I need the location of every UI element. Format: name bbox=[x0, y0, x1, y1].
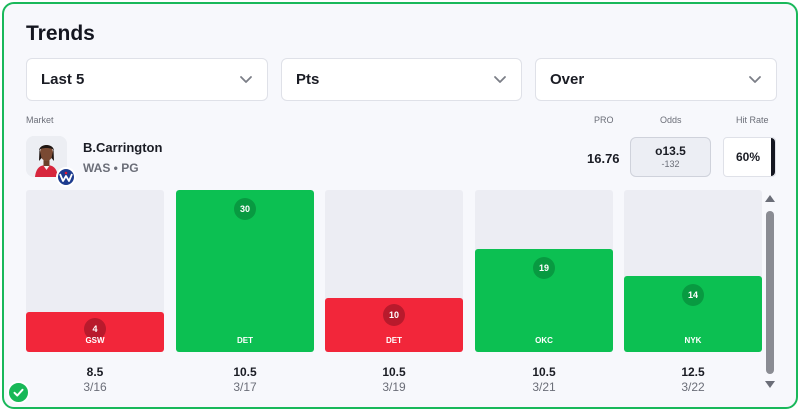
odds-line: o13.5 bbox=[655, 144, 686, 158]
player-name: B.Carrington bbox=[83, 140, 163, 155]
side-dropdown[interactable]: Over bbox=[535, 58, 777, 101]
bar-over: 19 OKC bbox=[475, 249, 613, 352]
bar-column[interactable]: 10 DET bbox=[325, 190, 463, 352]
games-dropdown-value: Last 5 bbox=[41, 71, 85, 88]
player-headshot-icon bbox=[26, 136, 67, 177]
market-header: Market bbox=[26, 115, 54, 125]
bar-value-label: 4 bbox=[84, 318, 106, 340]
scroll-up-arrow-icon[interactable] bbox=[765, 195, 775, 202]
tick-line-label: 10.5 bbox=[382, 365, 406, 379]
scrollbar-thumb[interactable] bbox=[766, 211, 774, 374]
bar-opponent-label: DET bbox=[386, 336, 402, 345]
bar-value-label: 30 bbox=[234, 198, 256, 220]
bar-over: 30 DET bbox=[176, 190, 314, 352]
player-team-position: WAS • PG bbox=[83, 161, 139, 175]
bar-under: 10 DET bbox=[325, 298, 463, 352]
tick-date-label: 3/19 bbox=[382, 380, 406, 394]
tick-line-label: 10.5 bbox=[532, 365, 556, 379]
bar-over: 14 NYK bbox=[624, 276, 762, 352]
pro-header: PRO bbox=[594, 115, 614, 125]
stat-dropdown[interactable]: Pts bbox=[281, 58, 522, 101]
bar-opponent-label: DET bbox=[237, 336, 253, 345]
scroll-down-arrow-icon[interactable] bbox=[765, 381, 775, 388]
hit-rate-indicator bbox=[771, 138, 775, 176]
trends-chart: 4 GSW 8.5 3/16 30 DET 10.5 3/17 10 DET 10.5 3/19 19 O… bbox=[4, 4, 764, 407]
tick-date-label: 3/22 bbox=[681, 380, 705, 394]
bar-column[interactable]: 4 GSW bbox=[26, 190, 164, 352]
check-circle-icon bbox=[7, 381, 30, 404]
hit-rate-value: 60% bbox=[736, 150, 761, 164]
bar-column[interactable]: 19 OKC bbox=[475, 190, 613, 352]
bar-value-label: 19 bbox=[533, 257, 555, 279]
tick-line-label: 10.5 bbox=[233, 365, 257, 379]
chevron-down-icon bbox=[749, 76, 761, 83]
bar-opponent-label: GSW bbox=[85, 336, 105, 345]
tick-date-label: 3/16 bbox=[83, 380, 107, 394]
odds-header: Odds bbox=[660, 115, 682, 125]
bar-opponent-label: OKC bbox=[535, 336, 553, 345]
games-dropdown[interactable]: Last 5 bbox=[26, 58, 268, 101]
team-logo-icon bbox=[56, 167, 76, 187]
odds-price: -132 bbox=[661, 159, 680, 169]
pro-value: 16.76 bbox=[587, 151, 620, 166]
stat-dropdown-value: Pts bbox=[296, 71, 320, 88]
tick-date-label: 3/21 bbox=[532, 380, 556, 394]
bar-under: 4 GSW bbox=[26, 312, 164, 352]
player-avatar bbox=[26, 136, 67, 177]
side-dropdown-value: Over bbox=[550, 71, 585, 88]
bar-value-label: 10 bbox=[383, 304, 405, 326]
odds-button[interactable]: o13.5 -132 bbox=[630, 137, 711, 177]
bar-opponent-label: NYK bbox=[684, 336, 702, 345]
hit-rate-header: Hit Rate bbox=[736, 115, 769, 125]
page-title: Trends bbox=[26, 22, 95, 45]
chevron-down-icon bbox=[494, 76, 506, 83]
bar-column[interactable]: 30 DET bbox=[176, 190, 314, 352]
bar-column[interactable]: 14 NYK bbox=[624, 190, 762, 352]
hit-rate-box: 60% bbox=[723, 137, 776, 177]
bar-value-label: 14 bbox=[682, 284, 704, 306]
tick-line-label: 12.5 bbox=[681, 365, 705, 379]
tick-line-label: 8.5 bbox=[86, 365, 104, 379]
chevron-down-icon bbox=[240, 76, 252, 83]
tick-date-label: 3/17 bbox=[233, 380, 257, 394]
